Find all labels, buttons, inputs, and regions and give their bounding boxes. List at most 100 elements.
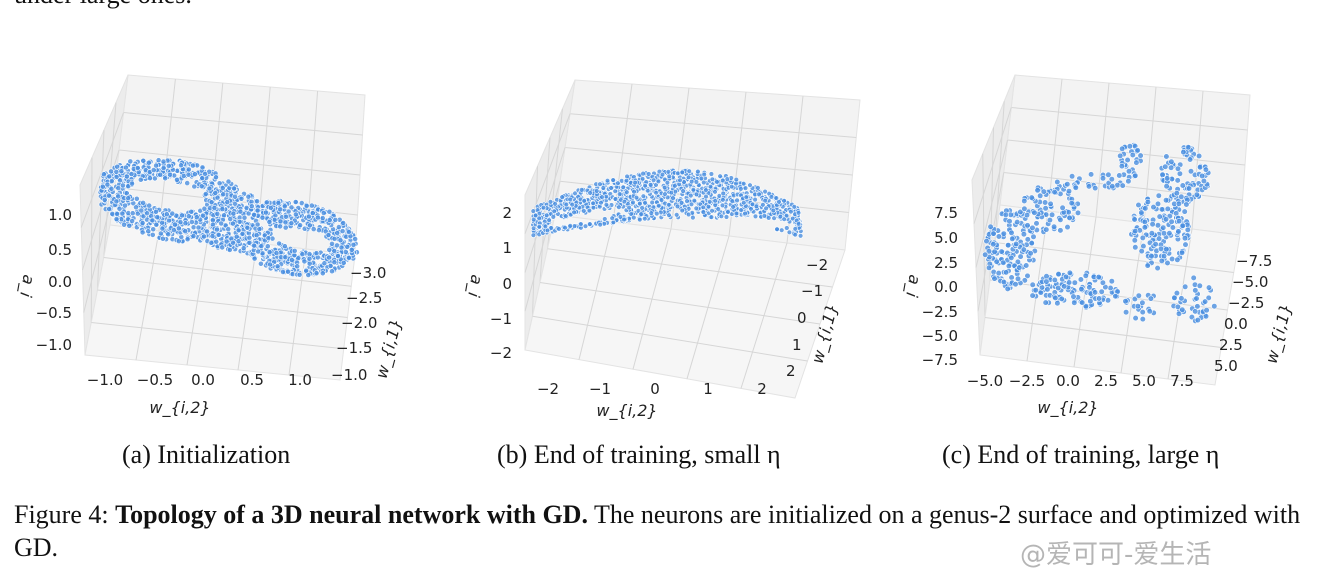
data-point (1159, 171, 1166, 178)
z-tick-label: 0 (502, 275, 512, 293)
data-point (292, 199, 299, 205)
data-point (630, 199, 636, 206)
data-point (288, 220, 295, 227)
data-point (673, 212, 680, 218)
data-point (587, 221, 593, 227)
data-point (1108, 278, 1115, 285)
data-point (587, 190, 593, 196)
data-point (708, 171, 715, 177)
data-point (998, 248, 1005, 255)
data-point (201, 205, 208, 212)
data-point (1099, 279, 1106, 286)
data-point (1009, 235, 1016, 242)
data-point (1122, 309, 1130, 316)
data-point (138, 207, 145, 214)
data-point (1139, 299, 1146, 306)
data-point (1043, 273, 1050, 280)
data-point (313, 250, 320, 257)
data-point (172, 221, 178, 228)
data-point (654, 210, 660, 217)
y-tick-label: 2.5 (1219, 336, 1243, 354)
data-point (752, 196, 758, 203)
data-point (310, 226, 317, 232)
data-point (214, 194, 221, 201)
data-point (342, 249, 349, 255)
data-point (218, 220, 225, 227)
data-point (1021, 197, 1028, 205)
floor-pane (524, 214, 846, 399)
data-point (113, 168, 120, 175)
data-point (215, 231, 222, 238)
data-point (770, 207, 776, 214)
data-point (604, 178, 611, 184)
data-point (340, 259, 347, 266)
data-point (650, 177, 657, 183)
data-point (664, 179, 671, 186)
data-point (160, 165, 167, 171)
data-point (572, 190, 578, 197)
data-point (1052, 294, 1059, 302)
data-point (326, 246, 333, 253)
data-point (738, 207, 744, 213)
data-point (1034, 187, 1041, 194)
data-point (182, 220, 189, 227)
data-point (593, 188, 600, 194)
gridline (539, 282, 821, 325)
data-point (254, 207, 261, 214)
data-point (586, 207, 593, 214)
data-point (259, 214, 266, 221)
data-point (244, 224, 251, 231)
data-point (1138, 209, 1145, 216)
data-point (1092, 185, 1099, 192)
data-point (1054, 300, 1061, 307)
data-point (659, 171, 666, 178)
data-point (153, 221, 160, 228)
data-point (200, 212, 206, 219)
data-point (600, 185, 606, 191)
data-point (124, 173, 130, 180)
gridline (564, 147, 853, 176)
data-point (326, 208, 333, 215)
data-point (633, 194, 640, 201)
data-point (199, 164, 206, 171)
data-point (326, 254, 332, 261)
data-point (686, 168, 692, 174)
data-point (282, 224, 289, 231)
x-axis-label: w_{i,2} (1037, 398, 1098, 418)
data-point (282, 219, 289, 226)
data-point (316, 227, 322, 233)
data-point (1152, 241, 1159, 248)
data-point (1144, 262, 1151, 269)
data-point (720, 177, 726, 184)
y-axis-label: w_{i,1} (1262, 302, 1297, 366)
data-point (679, 169, 685, 176)
data-point (1051, 189, 1058, 196)
data-point (1174, 165, 1182, 172)
data-point (639, 176, 646, 182)
data-point (1163, 183, 1170, 190)
data-point (106, 173, 113, 180)
data-point (532, 212, 539, 219)
data-point (640, 170, 646, 177)
data-point (125, 195, 132, 201)
z-axis-label: a_i (901, 273, 925, 299)
data-point (609, 215, 615, 221)
data-point (348, 246, 355, 253)
data-point (1068, 173, 1076, 180)
data-point (581, 208, 587, 214)
data-point (1202, 313, 1210, 320)
data-point (1163, 153, 1170, 160)
data-point (296, 271, 303, 278)
data-point (674, 203, 681, 210)
data-point (552, 201, 558, 207)
data-point (774, 226, 780, 232)
data-point (648, 210, 654, 216)
data-point (209, 233, 216, 239)
data-point (548, 225, 554, 231)
y-tick-label: −2.5 (346, 289, 382, 307)
data-point (547, 199, 554, 205)
gridline (975, 139, 1008, 268)
data-point (1157, 245, 1165, 252)
gridline (103, 257, 352, 287)
figure-caption: Figure 4: Topology of a 3D neural networ… (14, 498, 1326, 564)
